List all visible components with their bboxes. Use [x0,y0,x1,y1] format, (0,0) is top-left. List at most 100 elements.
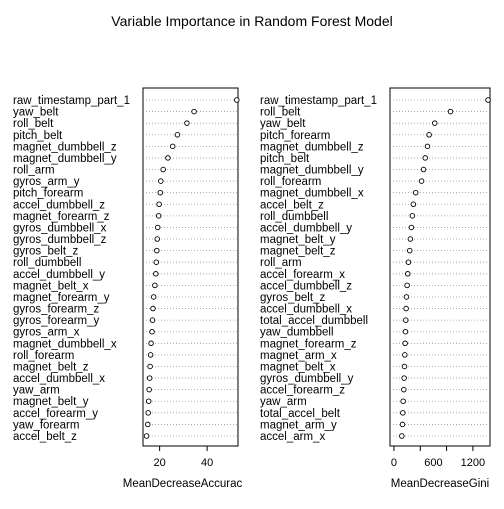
variable-label: magnet_belt_x [260,361,336,373]
importance-point [154,236,160,242]
importance-point [400,398,406,404]
dotchart-panel-1: raw_timestamp_part_1yaw_beltroll_beltpit… [13,87,243,490]
variable-label: total_accel_dumbbell [260,315,368,327]
variable-label: yaw_dumbbell [260,327,334,339]
variable-label: magnet_dumbbell_x [13,338,117,350]
variable-label: roll_forearm [13,350,74,362]
x-tick-label: 1200 [461,457,485,469]
variable-label: yaw_belt [260,118,306,130]
importance-point [156,201,162,208]
variable-label: gyros_forearm_z [13,304,100,316]
importance-point [149,328,155,335]
importance-point [418,178,425,184]
variable-label: gyros_forearm_y [13,315,100,327]
importance-point [143,433,150,439]
variable-label: accel_dumbbell_z [260,280,352,292]
importance-point [409,213,416,219]
importance-point [155,213,162,219]
importance-point [154,247,160,254]
variable-label: yaw_belt [13,107,59,119]
importance-point [157,189,164,196]
variable-label: roll_arm [260,257,302,269]
importance-point [146,375,153,381]
variable-label: yaw_forearm [13,419,79,431]
importance-point [405,271,411,277]
variable-label: gyros_dumbbell_y [260,373,354,385]
importance-point [150,294,157,300]
plot-frame [142,87,239,447]
variable-label: magnet_dumbbell_y [13,153,117,165]
importance-point [160,166,166,173]
x-axis-title: MeanDecreaseAccurac [123,478,243,490]
variable-label: gyros_dumbbell_z [13,234,107,246]
importance-point [402,340,408,347]
importance-point [145,398,152,404]
importance-point [406,247,413,254]
importance-point [191,108,197,115]
importance-point [404,282,410,289]
importance-point [431,120,438,126]
importance-point [402,352,408,358]
variable-label: pitch_forearm [260,130,330,142]
importance-point [169,143,176,150]
importance-point [405,259,412,265]
x-tick-label: 40 [201,457,213,469]
variable-label: yaw_arm [260,396,307,408]
importance-point [410,201,417,208]
variable-label: pitch_belt [13,130,63,142]
variable-label: magnet_forearm_z [260,338,357,350]
importance-point [147,352,154,358]
variable-label: magnet_belt_y [260,234,336,246]
variable-label: pitch_forearm [13,188,83,200]
x-tick-label: 600 [424,457,442,469]
importance-point [408,224,415,231]
variable-label: roll_arm [13,165,55,177]
variable-label: accel_dumbbell_x [13,373,105,385]
variable-label: magnet_forearm_y [13,292,110,304]
variable-label: accel_dumbbell_y [13,269,105,281]
variable-label: magnet_belt_z [13,361,89,373]
variable-label: magnet_arm_x [260,350,337,362]
importance-point [148,340,154,347]
variable-label: pitch_belt [260,153,310,165]
importance-point [424,143,431,150]
importance-point [165,155,171,161]
variable-label: accel_dumbbell_x [260,304,352,316]
importance-point [145,410,151,416]
variable-label: magnet_arm_y [260,419,337,431]
importance-point [412,189,419,196]
importance-point [154,224,161,231]
importance-point [403,294,410,300]
importance-point [447,108,454,115]
variable-label: gyros_belt_z [13,246,78,258]
importance-point [184,120,190,126]
importance-point [403,305,409,312]
importance-point [153,271,159,277]
variable-label: gyros_belt_z [260,292,325,304]
x-tick-label: 20 [154,457,166,469]
variable-label: magnet_belt_y [13,396,89,408]
importance-point [153,259,160,265]
variable-label: magnet_dumbbell_y [260,165,364,177]
importance-point [400,410,406,416]
variable-label: magnet_belt_z [260,246,336,258]
importance-point [407,236,414,242]
variable-label: accel_forearm_y [13,408,98,420]
variable-label: magnet_dumbbell_x [260,188,364,200]
variable-label: magnet_dumbbell_z [13,141,117,153]
importance-point [147,363,153,370]
variable-label: gyros_arm_x [13,327,80,339]
variable-label: roll_dumbbell [260,211,328,223]
importance-point [401,363,408,370]
variable-label: total_accel_belt [260,408,341,420]
importance-point [426,132,432,138]
variable-label: gyros_arm_y [13,176,80,188]
chart-title: Variable Importance in Random Forest Mod… [111,13,392,29]
importance-point [149,317,156,323]
variable-label: accel_belt_z [13,431,77,443]
importance-point [150,305,156,312]
plot-frame [389,87,491,447]
importance-point [234,97,240,103]
importance-point [422,155,428,161]
